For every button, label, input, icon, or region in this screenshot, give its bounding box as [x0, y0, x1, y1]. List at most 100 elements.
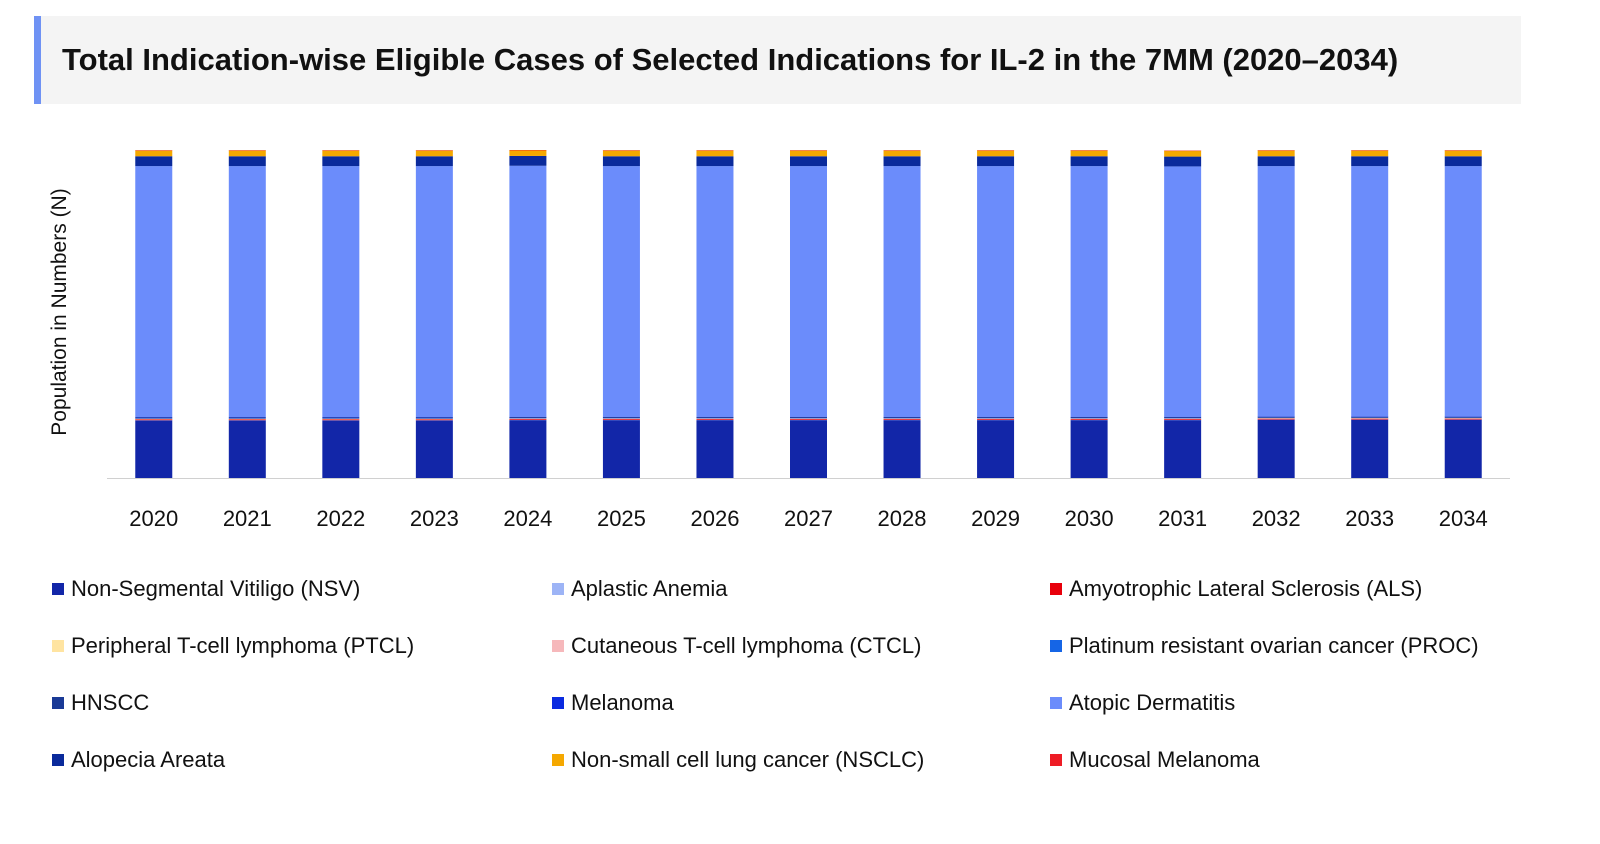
bar-segment-2021-series-9: [228, 156, 266, 167]
legend-label: Atopic Dermatitis: [1069, 690, 1236, 715]
bar-segment-2022-series-8: [322, 166, 360, 418]
bar-segment-2033-series-2: [1351, 418, 1389, 420]
bar-segment-2024-series-8: [509, 165, 547, 417]
bar-segment-2027-series-9: [790, 156, 827, 167]
bar-segment-2032-series-0: [1257, 419, 1295, 478]
bar-segment-2034-series-6: [1444, 416, 1482, 418]
legend-item: Alopecia Areata: [52, 747, 225, 773]
bar-segment-2033-series-10: [1351, 150, 1389, 157]
x-tick-label: 2025: [597, 506, 646, 531]
bar-segment-2032-series-10: [1257, 150, 1295, 157]
bar-segment-2024-series-6: [509, 417, 547, 419]
bar-segment-2029-series-9: [977, 156, 1015, 167]
bar-stack-2025: [602, 150, 640, 478]
x-tick-label: 2024: [503, 506, 552, 531]
x-tick-label: 2033: [1345, 506, 1394, 531]
bar-stack-2024: [509, 150, 547, 478]
x-tick-label: 2031: [1158, 506, 1207, 531]
legend-item: Aplastic Anemia: [552, 576, 728, 602]
bar-stack-2034: [1444, 150, 1482, 478]
bar-segment-2020-series-0: [135, 420, 173, 478]
bar-segment-2033-series-6: [1351, 416, 1389, 418]
bar-stack-2026: [696, 150, 734, 478]
bar-segment-2032-series-6: [1257, 416, 1295, 418]
bar-segment-2020-series-8: [135, 166, 173, 418]
bar-segment-2027-series-2: [790, 418, 827, 420]
chart-title-bar: Total Indication-wise Eligible Cases of …: [34, 16, 1521, 104]
bar-segment-2025-series-10: [602, 150, 640, 157]
bar-segment-2023-series-9: [415, 156, 453, 167]
bar-segment-2027-series-8: [790, 166, 827, 417]
x-tick-label: 2029: [971, 506, 1020, 531]
legend-swatch: [1050, 640, 1062, 652]
legend-label: Non-Segmental Vitiligo (NSV): [71, 576, 361, 601]
legend-item: HNSCC: [52, 690, 149, 716]
bar-segment-2026-series-6: [696, 417, 734, 419]
x-tick-label: 2028: [878, 506, 927, 531]
x-tick-label: 2022: [316, 506, 365, 531]
bar-segment-2030-series-2: [1070, 418, 1108, 420]
bar-stack-2030: [1070, 150, 1108, 478]
legend-item: Platinum resistant ovarian cancer (PROC): [1050, 633, 1479, 659]
bar-segment-2025-series-0: [602, 420, 640, 478]
bar-segment-2020-series-2: [135, 419, 173, 421]
bar-segment-2020-series-6: [135, 417, 173, 419]
bar-segment-2029-series-0: [977, 420, 1015, 478]
stacked-bar-chart: 2020 2021 2022 2023 2024 2025 2026 2027 2028 2029…: [107, 150, 1510, 531]
bar-segment-2025-series-9: [602, 156, 640, 167]
x-tick-label: 2032: [1252, 506, 1301, 531]
legend-swatch: [552, 754, 564, 766]
bar-stack-2020: [135, 150, 173, 478]
legend-swatch: [52, 583, 64, 595]
legend-label: HNSCC: [71, 690, 150, 715]
bar-stack-2027: [790, 150, 827, 478]
legend-item: Peripheral T-cell lymphoma (PTCL): [52, 633, 414, 659]
legend-label: Aplastic Anemia: [571, 576, 728, 601]
bar-segment-2022-series-0: [322, 420, 360, 478]
legend-label: Amyotrophic Lateral Sclerosis (ALS): [1069, 576, 1423, 601]
bar-segment-2024-series-2: [509, 418, 547, 420]
legend-swatch: [52, 640, 64, 652]
bar-segment-2025-series-8: [602, 166, 640, 417]
bar-segment-2031-series-0: [1164, 420, 1202, 478]
bar-segment-2021-series-10: [228, 150, 266, 157]
bar-segment-2023-series-10: [415, 150, 453, 157]
bar-segment-2026-series-0: [696, 420, 734, 478]
legend-item: Atopic Dermatitis: [1050, 690, 1235, 716]
bar-segment-2030-series-6: [1070, 417, 1108, 419]
bar-segment-2028-series-8: [883, 166, 921, 417]
legend-item: Amyotrophic Lateral Sclerosis (ALS): [1050, 576, 1422, 602]
legend-swatch: [552, 583, 564, 595]
bar-segment-2022-series-9: [322, 156, 360, 167]
legend-item: Non-small cell lung cancer (NSCLC): [552, 747, 924, 773]
bar-segment-2026-series-8: [696, 166, 734, 417]
bar-segment-2025-series-2: [602, 418, 640, 420]
legend-item: Cutaneous T-cell lymphoma (CTCL): [552, 633, 922, 659]
chart-title: Total Indication-wise Eligible Cases of …: [62, 42, 1399, 77]
legend-swatch: [52, 754, 64, 766]
bar-segment-2023-series-0: [415, 420, 453, 478]
legend-item: Mucosal Melanoma: [1050, 747, 1260, 773]
x-tick-label: 2027: [784, 506, 833, 531]
bar-segment-2034-series-8: [1444, 166, 1482, 417]
bar-segment-2031-series-2: [1164, 418, 1202, 420]
bar-segment-2021-series-2: [228, 419, 266, 421]
bar-stack-2033: [1351, 150, 1389, 478]
bar-segment-2029-series-10: [977, 150, 1015, 157]
x-tick-label: 2023: [410, 506, 459, 531]
bar-segment-2028-series-2: [883, 418, 921, 420]
bar-segment-2027-series-6: [790, 417, 827, 419]
bar-segment-2031-series-10: [1164, 150, 1202, 157]
bar-segment-2030-series-8: [1070, 166, 1108, 417]
bar-segment-2022-series-2: [322, 419, 360, 421]
bar-segment-2021-series-8: [228, 166, 266, 418]
bar-segment-2021-series-0: [228, 420, 266, 478]
bar-segment-2033-series-8: [1351, 166, 1389, 417]
bar-segment-2029-series-8: [977, 166, 1015, 417]
bar-segment-2031-series-6: [1164, 417, 1202, 419]
bar-segment-2024-series-10: [509, 150, 547, 156]
legend-swatch: [1050, 583, 1062, 595]
bar-segment-2034-series-10: [1444, 150, 1482, 157]
bar-segment-2034-series-9: [1444, 156, 1482, 167]
bar-stack-2028: [883, 150, 921, 478]
